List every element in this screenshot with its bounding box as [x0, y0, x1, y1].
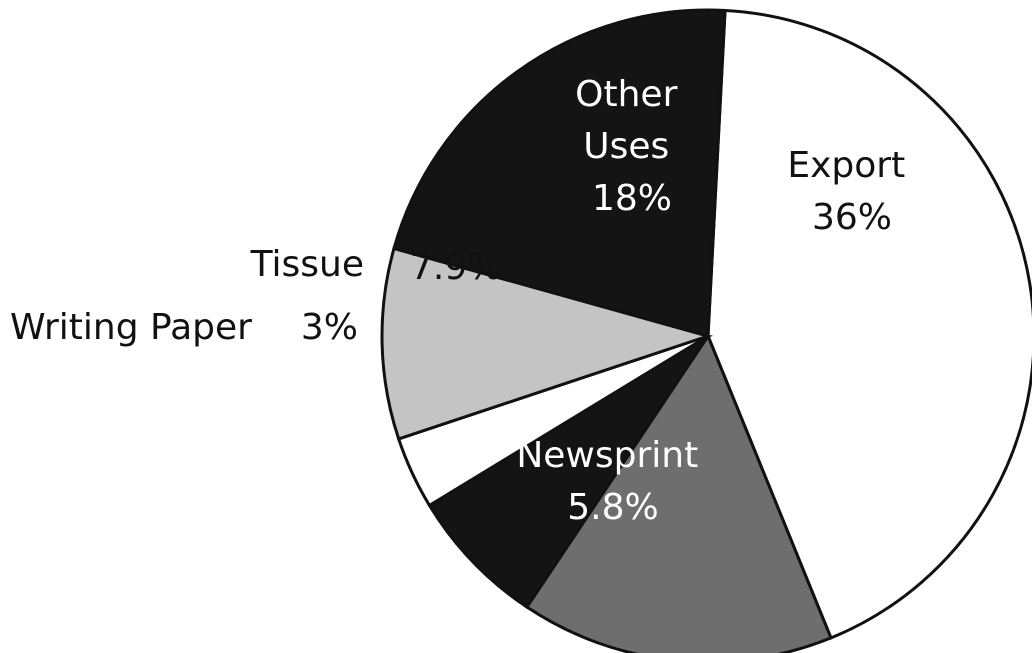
pie-slice-tissue — [380, 246, 714, 441]
slice-label-paperboard: Paperboard 13% — [779, 417, 996, 510]
pie-slices — [380, 8, 1032, 653]
pie-slice-other-uses — [392, 8, 727, 338]
slice-label-other-uses-line1: Other — [575, 74, 677, 115]
slice-label-other-uses-line2: Uses — [583, 126, 669, 167]
slice-value-writing-paper: 3% — [301, 307, 358, 348]
slice-label-paperboard-name: Paperboard — [779, 417, 985, 458]
slice-label-tissue: Tissue — [250, 244, 364, 285]
pie-slice-paperboard — [524, 332, 833, 653]
slice-label-export-name: Export — [787, 145, 905, 186]
slice-label-writing-paper: Writing Paper — [10, 307, 252, 348]
slice-label-newsprint-value: 5.8% — [567, 487, 658, 528]
slice-label-paperboard-value: 13% — [848, 469, 928, 510]
slice-label-other-uses: Other Uses 18% — [575, 74, 689, 219]
slice-label-writing-paper-name: Writing Paper — [10, 307, 252, 348]
pie-slice-export — [706, 8, 1032, 640]
slice-label-export: Export 36% — [787, 145, 916, 238]
slice-label-newsprint: Newsprint 5.8% — [516, 435, 709, 528]
slice-label-other-uses-value: 18% — [592, 178, 672, 219]
slice-label-export-value: 36% — [812, 197, 892, 238]
slice-value-tissue: 7.9% — [410, 247, 501, 288]
slice-label-newsprint-name: Newsprint — [516, 435, 698, 476]
pie-slice-newsprint — [427, 334, 710, 610]
